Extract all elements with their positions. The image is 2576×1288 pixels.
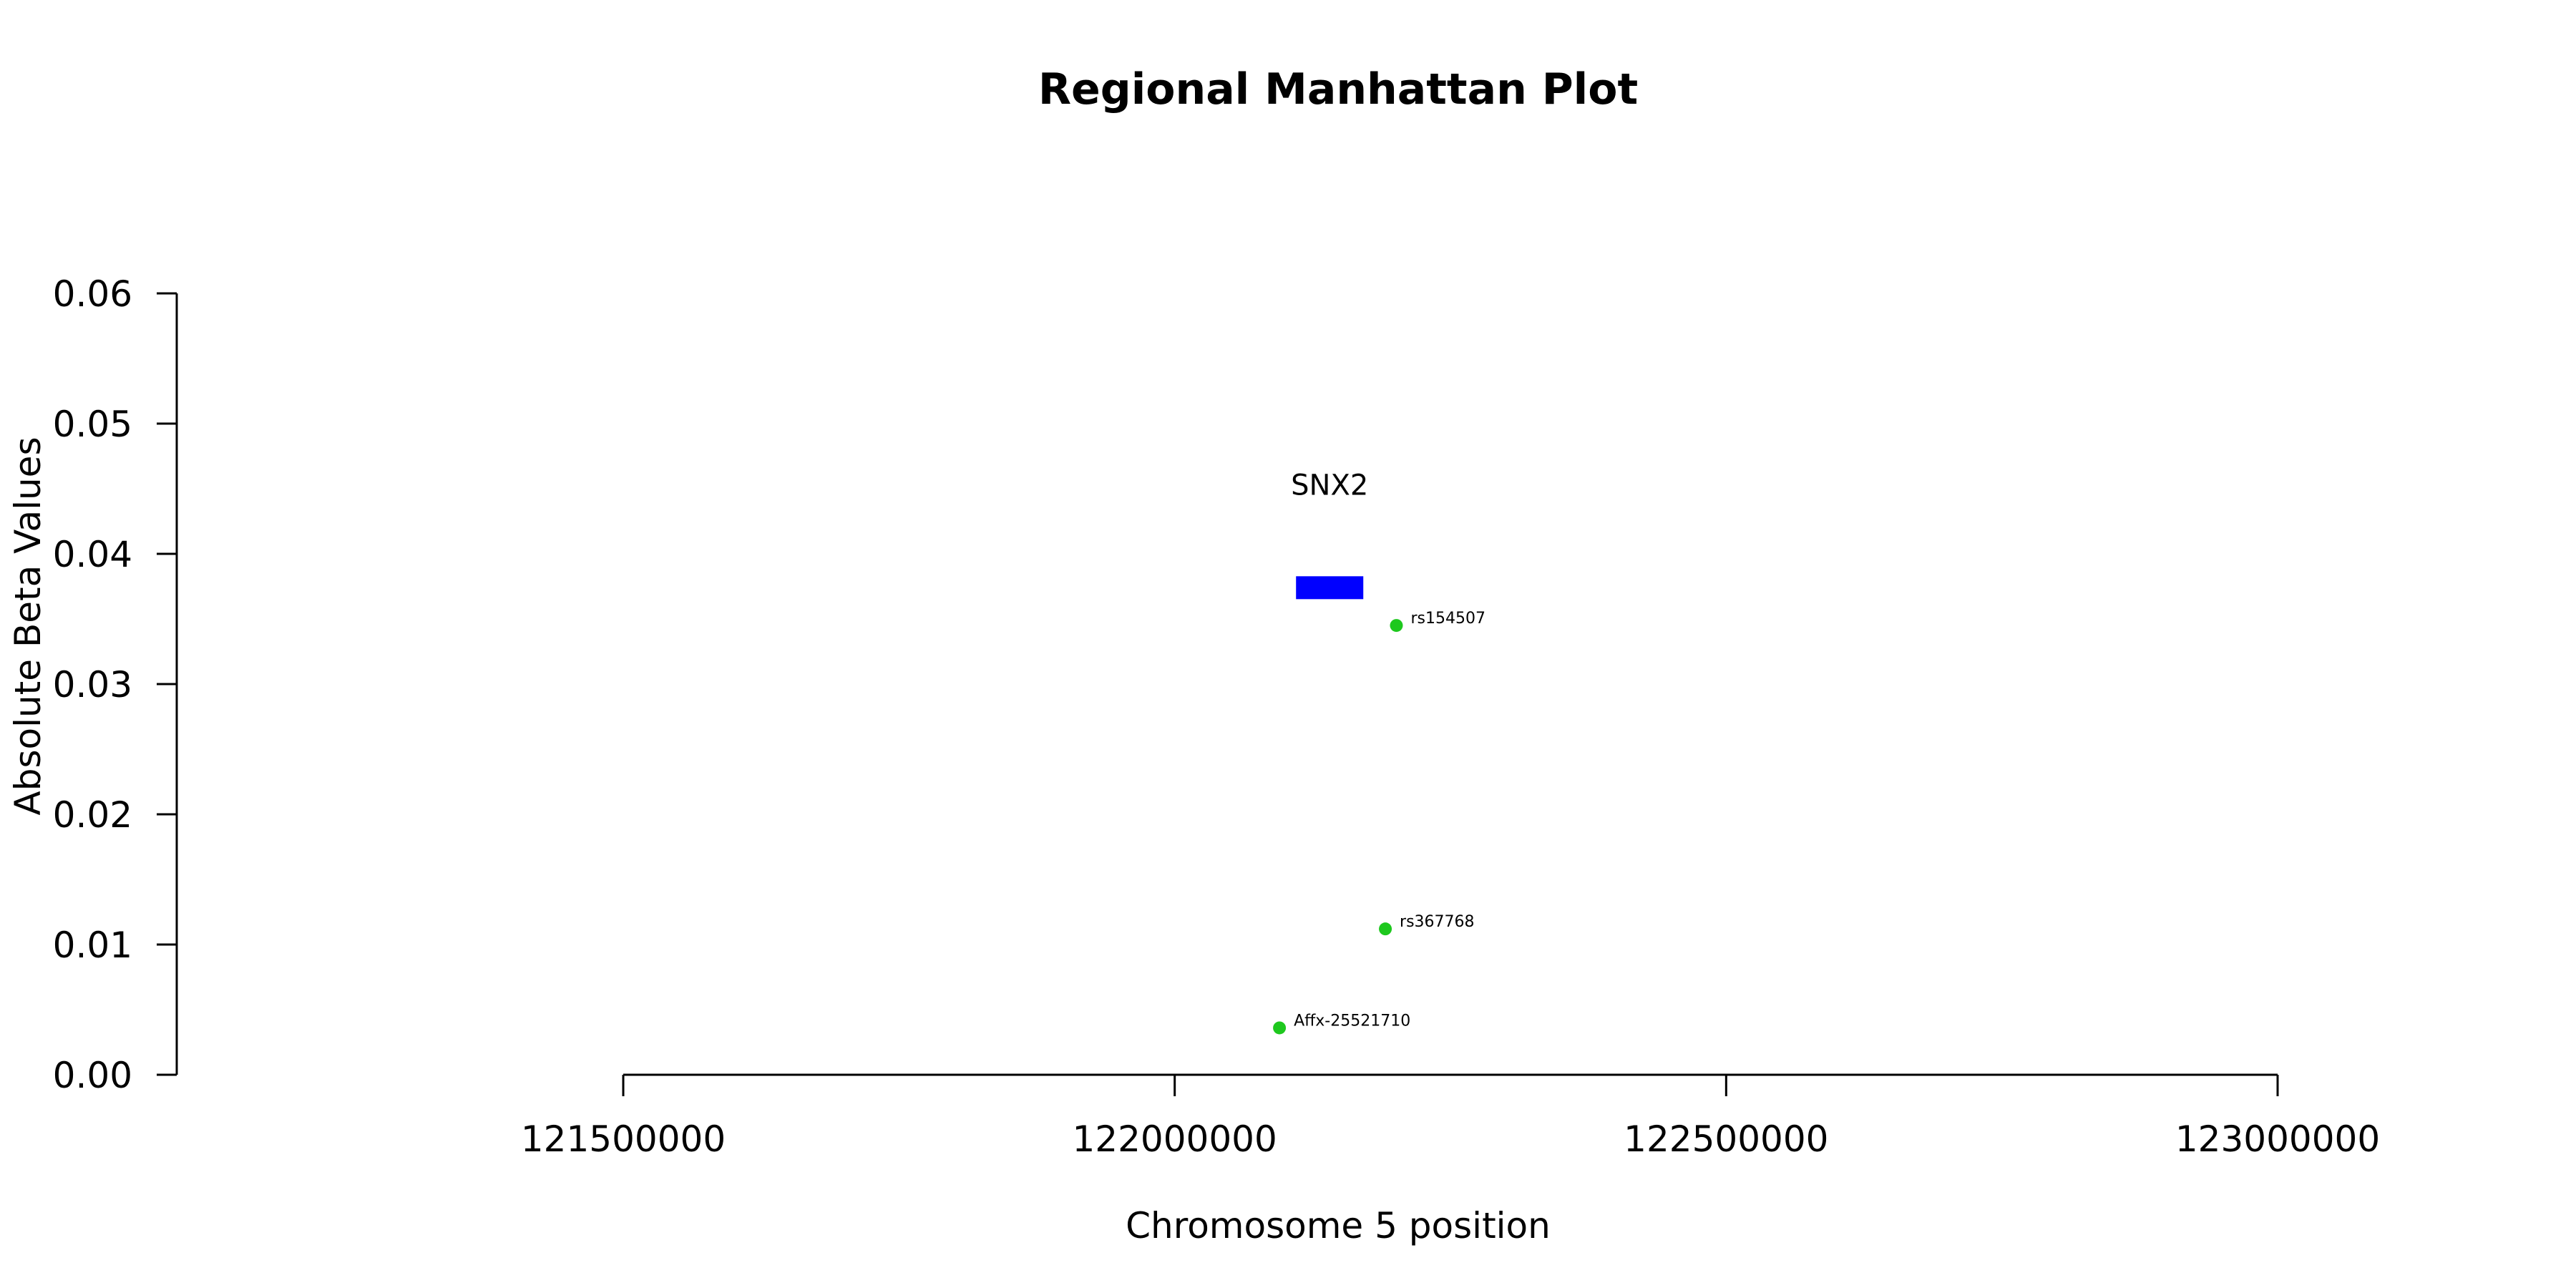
snp-label: rs367768 bbox=[1400, 913, 1475, 931]
gene-label: SNX2 bbox=[1291, 469, 1368, 502]
y-tick-label: 0.03 bbox=[53, 664, 132, 706]
x-tick-label: 122000000 bbox=[1073, 1118, 1277, 1160]
snp-point bbox=[1273, 1021, 1287, 1035]
gene-bar bbox=[1296, 576, 1364, 600]
y-tick-label: 0.00 bbox=[53, 1055, 132, 1096]
x-axis: 121500000 122000000 122500000 123000000 bbox=[521, 1073, 2380, 1160]
y-tick-label: 0.06 bbox=[53, 273, 132, 315]
y-tick-label: 0.01 bbox=[53, 924, 132, 966]
points-layer: rs154507 rs367768 Affx-25521710 bbox=[1273, 610, 1485, 1035]
y-tick-label: 0.04 bbox=[53, 534, 132, 575]
y-axis: 0.00 0.01 0.02 0.03 0.04 0.05 0.06 bbox=[53, 273, 178, 1096]
y-axis-title: Absolute Beta Values bbox=[7, 437, 49, 816]
x-tick-label: 123000000 bbox=[2175, 1118, 2380, 1160]
y-tick-label: 0.02 bbox=[53, 794, 132, 836]
x-tick-label: 122500000 bbox=[1624, 1118, 1828, 1160]
chart-title: Regional Manhattan Plot bbox=[1038, 64, 1638, 114]
x-tick-label: 121500000 bbox=[521, 1118, 726, 1160]
y-tick-label: 0.05 bbox=[53, 404, 132, 445]
snp-label: rs154507 bbox=[1410, 610, 1485, 628]
snp-point bbox=[1379, 922, 1392, 936]
x-axis-title: Chromosome 5 position bbox=[1126, 1205, 1551, 1246]
snp-label: Affx-25521710 bbox=[1294, 1012, 1410, 1030]
genes-layer: SNX2 bbox=[1291, 469, 1368, 600]
snp-point bbox=[1390, 619, 1403, 633]
